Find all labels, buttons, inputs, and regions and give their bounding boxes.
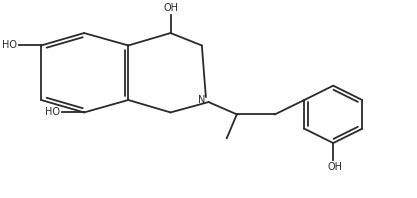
Text: OH: OH — [163, 3, 178, 13]
Text: HO: HO — [2, 40, 17, 50]
Text: N: N — [198, 95, 206, 105]
Text: OH: OH — [328, 162, 343, 172]
Text: HO: HO — [45, 108, 60, 117]
